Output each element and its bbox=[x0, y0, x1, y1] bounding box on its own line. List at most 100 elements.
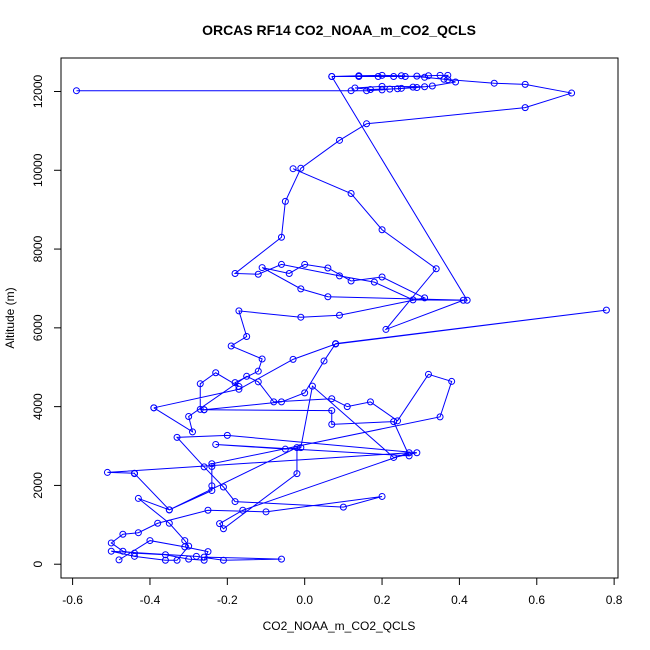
series-1-line bbox=[153, 76, 607, 411]
data-point bbox=[436, 413, 444, 421]
x-axis-label: CO2_NOAA_m_CO2_QCLS bbox=[263, 619, 416, 633]
data-point bbox=[378, 226, 386, 234]
data-point bbox=[378, 71, 386, 79]
data-point bbox=[444, 76, 452, 84]
data-point bbox=[277, 555, 285, 563]
data-point bbox=[405, 449, 413, 457]
data-point bbox=[103, 468, 111, 476]
data-point bbox=[231, 498, 239, 506]
data-point bbox=[235, 385, 243, 393]
data-point bbox=[452, 78, 460, 86]
data-point bbox=[219, 556, 227, 564]
data-point bbox=[146, 537, 154, 545]
data-point bbox=[173, 556, 181, 564]
data-point bbox=[223, 431, 231, 439]
data-point bbox=[196, 405, 204, 413]
data-point bbox=[324, 264, 332, 272]
data-point bbox=[428, 82, 436, 90]
data-point bbox=[320, 357, 328, 365]
data-point bbox=[200, 406, 208, 414]
data-point bbox=[382, 325, 390, 333]
data-point bbox=[270, 398, 278, 406]
data-point bbox=[185, 412, 193, 420]
data-point bbox=[134, 494, 142, 502]
data-point bbox=[463, 296, 471, 304]
data-point bbox=[448, 377, 456, 385]
data-point bbox=[336, 311, 343, 319]
data-point bbox=[239, 506, 247, 514]
data-point bbox=[289, 355, 297, 363]
data-point bbox=[192, 552, 200, 560]
data-point bbox=[115, 556, 123, 564]
data-point bbox=[328, 407, 336, 415]
data-point bbox=[413, 84, 421, 92]
data-point bbox=[351, 84, 359, 92]
data-point bbox=[130, 552, 138, 560]
data-point bbox=[281, 197, 289, 205]
data-point bbox=[378, 82, 386, 90]
data-point bbox=[200, 553, 208, 561]
data-point bbox=[297, 313, 305, 321]
data-point bbox=[289, 165, 297, 173]
data-point bbox=[235, 383, 243, 391]
data-point bbox=[258, 264, 266, 272]
data-point bbox=[185, 542, 193, 550]
data-point bbox=[181, 537, 189, 545]
data-point bbox=[235, 307, 243, 315]
data-point bbox=[521, 80, 529, 88]
data-point bbox=[374, 73, 382, 81]
data-point bbox=[243, 333, 251, 341]
data-point bbox=[134, 529, 142, 537]
series-3 bbox=[103, 370, 456, 564]
data-point bbox=[336, 136, 343, 144]
series-layer bbox=[72, 71, 610, 564]
data-point bbox=[308, 382, 316, 390]
data-point bbox=[208, 487, 216, 495]
data-point bbox=[378, 492, 386, 500]
data-point bbox=[378, 86, 386, 94]
data-point bbox=[258, 355, 266, 363]
data-point bbox=[200, 463, 208, 471]
data-point bbox=[293, 470, 301, 478]
data-point bbox=[394, 85, 402, 93]
data-point bbox=[386, 85, 394, 93]
data-point bbox=[165, 506, 173, 514]
data-point bbox=[119, 530, 127, 538]
data-point bbox=[366, 398, 374, 406]
data-point bbox=[254, 367, 262, 375]
data-point bbox=[328, 395, 336, 403]
series-0-line bbox=[76, 74, 572, 331]
data-point bbox=[196, 380, 204, 388]
data-point bbox=[212, 369, 220, 377]
data-point bbox=[107, 547, 115, 555]
data-point bbox=[301, 389, 309, 397]
data-point bbox=[161, 556, 169, 564]
data-point bbox=[328, 420, 336, 428]
chart-title: ORCAS RF14 CO2_NOAA_m_CO2_QCLS bbox=[202, 22, 476, 38]
data-point bbox=[370, 278, 378, 286]
data-point bbox=[413, 449, 421, 457]
data-point bbox=[262, 508, 270, 516]
data-point bbox=[297, 285, 305, 293]
data-point bbox=[363, 87, 371, 95]
x-tick-label: 0.0 bbox=[296, 593, 313, 607]
data-point bbox=[436, 71, 444, 79]
data-point bbox=[490, 79, 498, 87]
data-point bbox=[165, 519, 173, 527]
data-point bbox=[208, 463, 216, 471]
data-point bbox=[363, 120, 371, 128]
series-2-line bbox=[110, 385, 417, 561]
x-tick-label: -0.4 bbox=[140, 593, 161, 607]
data-point bbox=[204, 548, 212, 556]
data-point bbox=[204, 506, 212, 514]
data-point bbox=[277, 260, 285, 268]
data-point bbox=[297, 164, 305, 172]
x-tick-label: 0.4 bbox=[451, 593, 468, 607]
data-point bbox=[277, 233, 285, 241]
x-tick-label: 0.2 bbox=[374, 593, 391, 607]
data-point bbox=[339, 503, 347, 511]
plot-frame bbox=[60, 57, 619, 579]
data-point bbox=[397, 72, 405, 80]
